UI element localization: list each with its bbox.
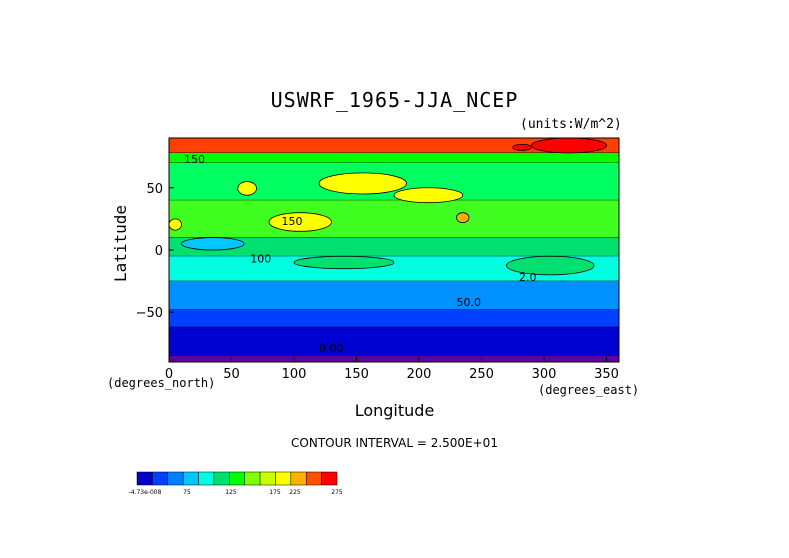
- colorbar-cell: [198, 471, 215, 486]
- contour-label: 150: [184, 153, 205, 166]
- contour-patch: [506, 255, 595, 276]
- contour-patch: [318, 172, 407, 195]
- x-tick-label: 0: [165, 367, 173, 382]
- x-tick-label: 150: [344, 367, 369, 382]
- chart-title: USWRF_1965-JJA_NCEP: [270, 88, 519, 112]
- contour-label: 0.00: [319, 342, 344, 355]
- colorbar-label: 225: [289, 489, 301, 496]
- x-axis-label: Longitude: [354, 401, 435, 420]
- contour-label: 2.0: [519, 271, 537, 284]
- colorbar-cell: [167, 471, 184, 486]
- y-tick-label: 50: [146, 182, 163, 197]
- colorbar: -4.73e-008 75 125 175 225 275: [129, 471, 343, 496]
- colorbar-label: 175: [269, 489, 281, 496]
- x-tick-label: 100: [282, 367, 307, 382]
- x-tick-label: 350: [594, 367, 619, 382]
- contour-patch: [237, 181, 257, 196]
- y-tick-label: 0: [155, 244, 163, 259]
- y-ticks: 50 0 −50: [136, 182, 174, 321]
- colorbar-cell: [259, 471, 276, 486]
- band-cell: [169, 309, 619, 328]
- colorbar-cell: [229, 471, 245, 486]
- colorbar-cell: [321, 471, 338, 486]
- contour-interval: CONTOUR INTERVAL = 2.500E+01: [291, 436, 498, 450]
- band-cell: [169, 355, 619, 362]
- colorbar-cell: [290, 471, 307, 486]
- x-unit-left: (degrees_north): [107, 376, 216, 390]
- contour-patch: [531, 137, 607, 154]
- band-cell: [169, 138, 619, 153]
- contour-patch: [393, 187, 464, 204]
- colorbar-cell: [213, 471, 230, 486]
- y-tick-label: −50: [136, 306, 163, 321]
- x-ticks: 0 50 100 150 200 250 300 350: [165, 357, 619, 382]
- colorbar-cell: [152, 471, 169, 486]
- colorbar-label: -4.73e-008: [129, 489, 162, 496]
- latitude-bands: [169, 138, 619, 363]
- band-cell: [169, 327, 619, 356]
- colorbar-cell: [182, 471, 199, 486]
- x-unit-right: (degrees_east): [538, 383, 640, 397]
- contour-labels: 150 150 100 50.0 0.00 2.0: [184, 153, 537, 355]
- contour-label: 100: [250, 252, 271, 265]
- contour-patch: [181, 237, 245, 251]
- colorbar-label: 125: [225, 489, 237, 496]
- band-cell: [169, 281, 619, 310]
- contour-label: 150: [282, 215, 303, 228]
- contour-patch: [456, 212, 470, 224]
- contour-patch: [168, 218, 182, 231]
- colorbar-cell: [305, 471, 322, 486]
- band-cell: [169, 200, 619, 238]
- x-tick-label: 300: [532, 367, 557, 382]
- x-tick-label: 200: [407, 367, 432, 382]
- contour-patch: [293, 255, 395, 270]
- x-tick-label: 50: [223, 367, 240, 382]
- colorbar-cell: [275, 471, 292, 486]
- contour-patch: [268, 212, 332, 232]
- contour-patch: [512, 143, 532, 151]
- band-cell: [169, 237, 619, 257]
- colorbar-cell: [136, 471, 153, 486]
- colorbar-cell: [244, 471, 261, 486]
- band-cell: [169, 152, 619, 163]
- colorbar-label: 75: [183, 489, 191, 496]
- x-tick-label: 250: [469, 367, 494, 382]
- colorbar-label: 275: [331, 489, 343, 496]
- units-label: (units:W/m^2): [520, 117, 622, 132]
- contour-label: 50.0: [457, 296, 482, 309]
